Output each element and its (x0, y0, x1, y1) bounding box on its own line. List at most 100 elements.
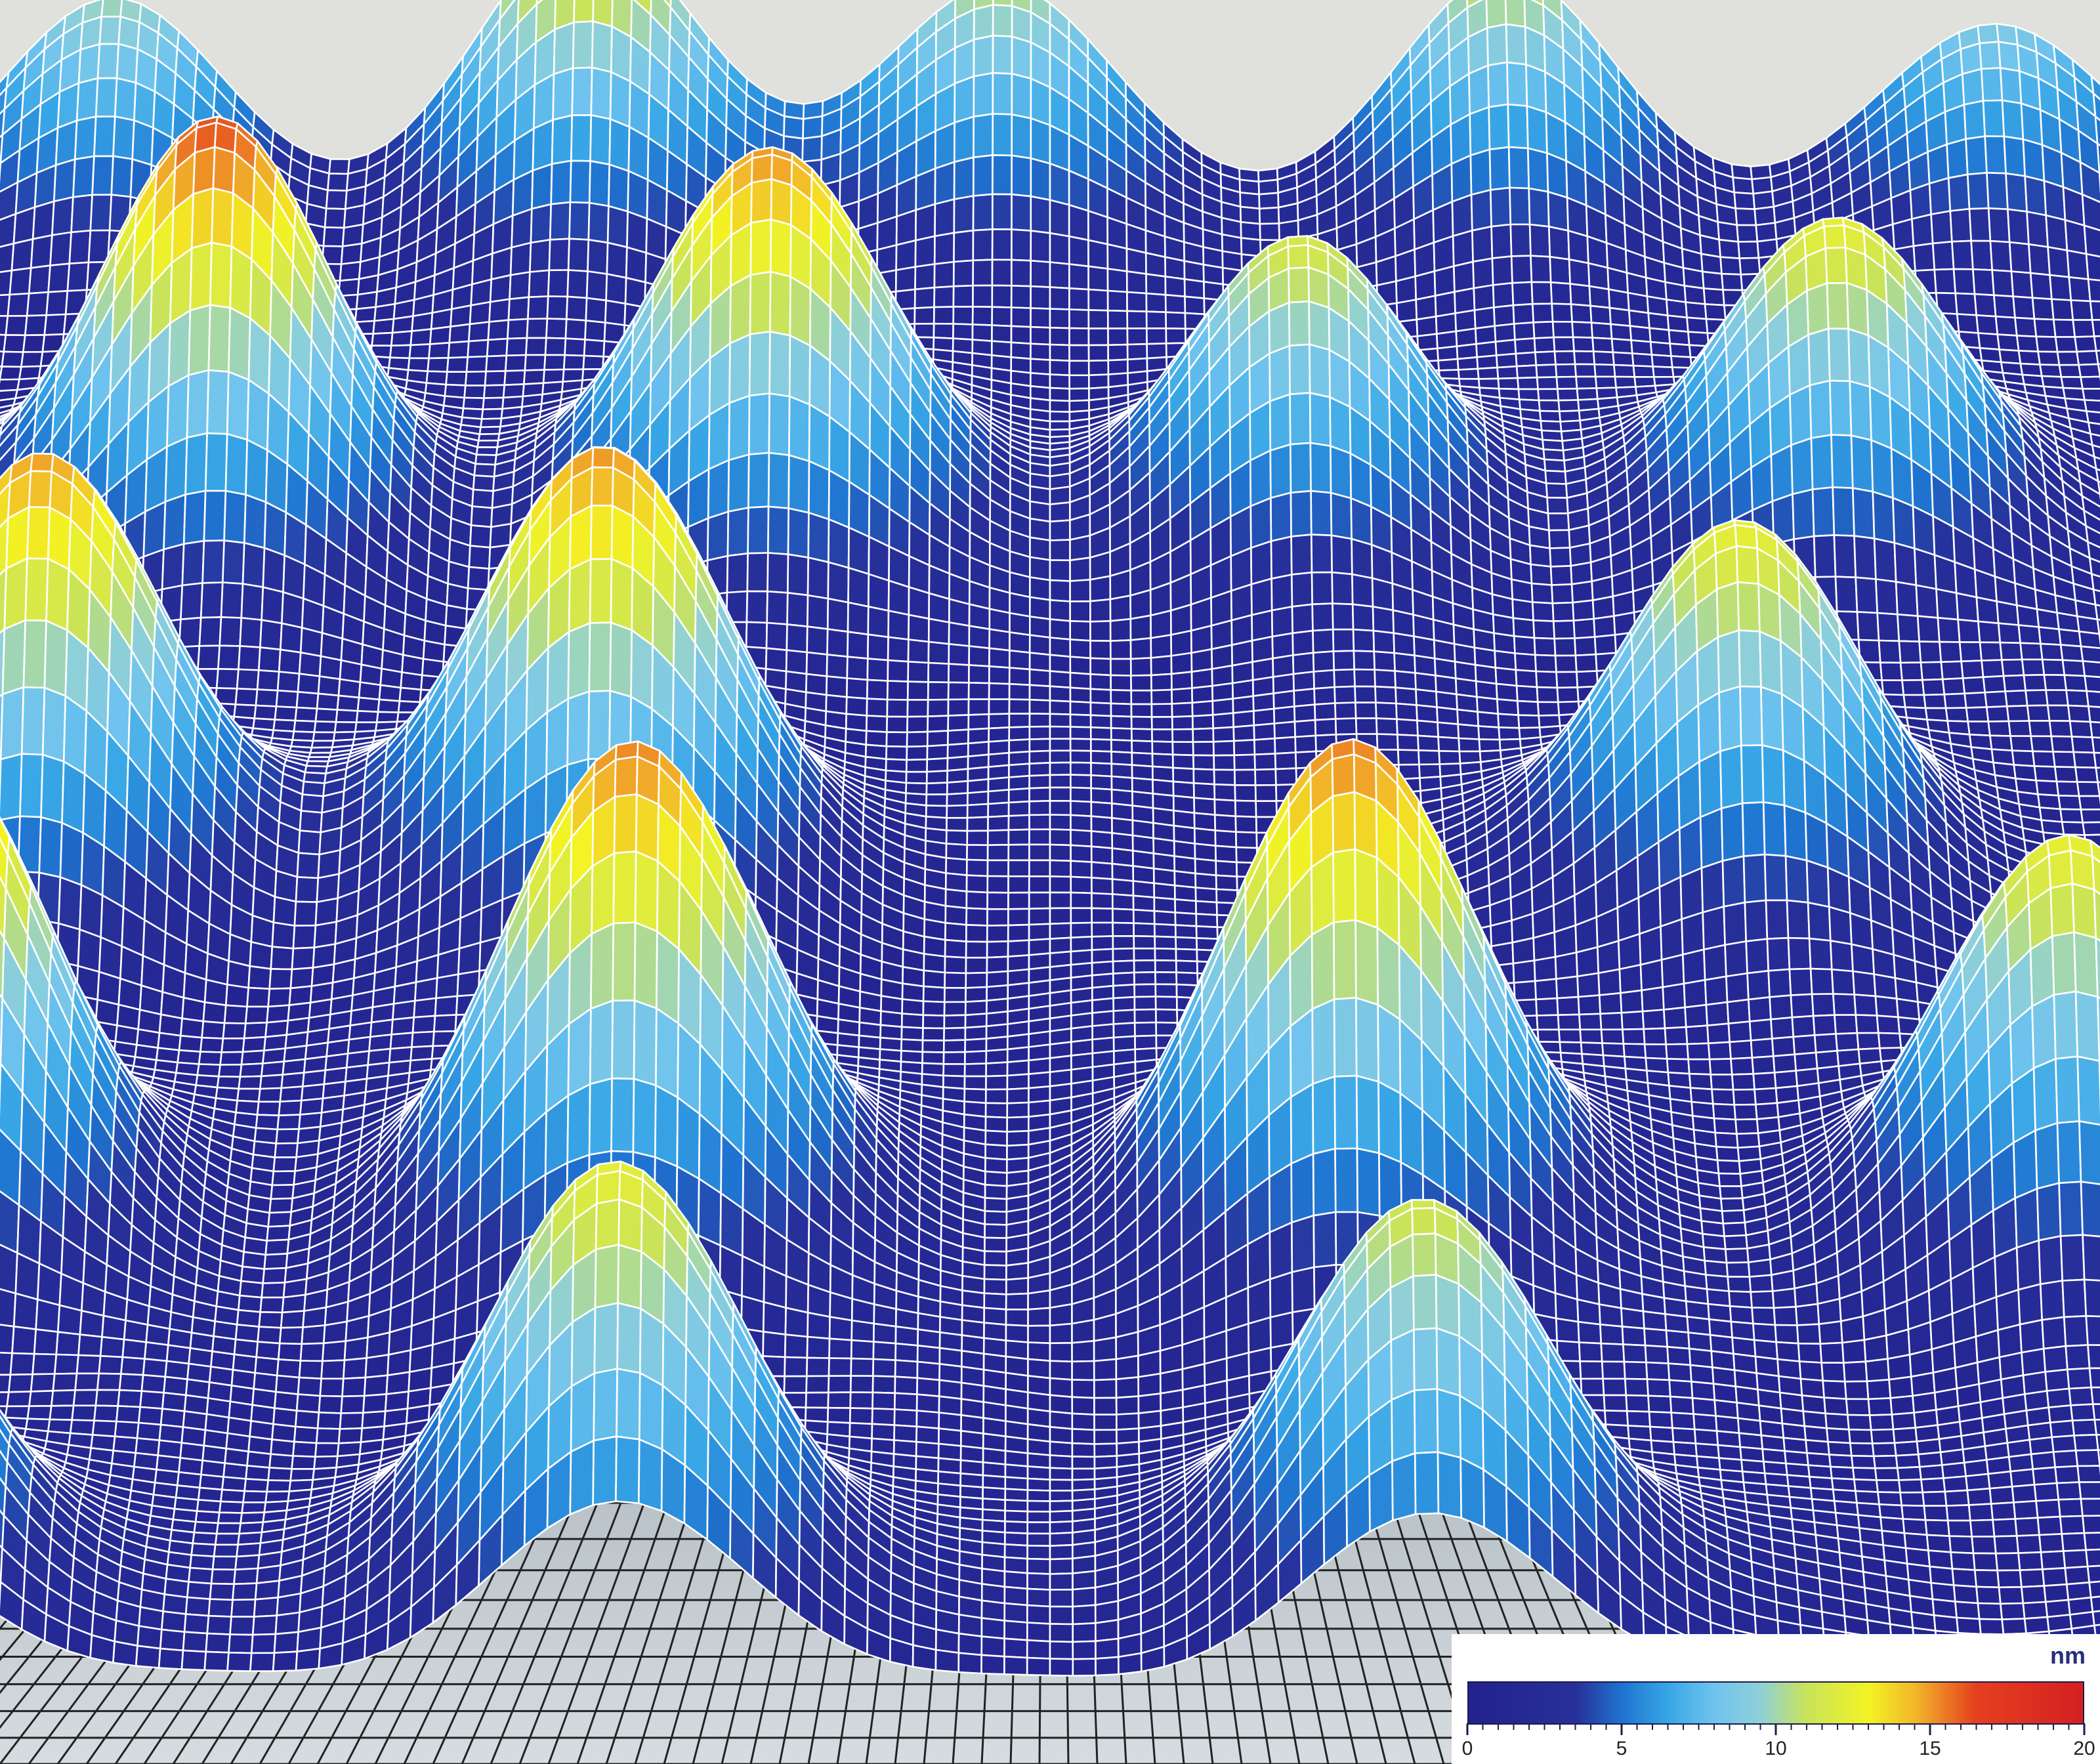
surface-mesh-cell (1880, 662, 1903, 681)
surface-mesh-cell (1028, 652, 1051, 672)
surface-mesh-cell (1989, 240, 2013, 272)
surface-mesh-cell (787, 553, 809, 597)
surface-mesh-cell (2012, 295, 2036, 320)
surface-mesh-cell (1030, 259, 1051, 288)
surface-mesh-cell (180, 582, 203, 621)
surface-mesh-cell (94, 77, 118, 117)
surface-mesh-cell (1049, 359, 1070, 377)
surface-mesh-cell (1165, 327, 1186, 345)
surface-mesh-cell (1288, 300, 1311, 347)
surface-mesh-cell (1011, 228, 1032, 262)
surface-mesh-cell (806, 625, 829, 656)
surface-mesh-cell (545, 318, 568, 340)
surface-mesh-cell (953, 156, 975, 200)
surface-mesh-cell (1962, 68, 1984, 106)
floor-grid-line (518, 1502, 622, 1764)
surface-mesh-cell (1250, 578, 1273, 616)
surface-mesh-cell (186, 369, 210, 439)
surface-mesh-cell (1107, 358, 1129, 375)
surface-mesh-cell (1545, 482, 1568, 499)
surface-mesh-cell (1532, 303, 1554, 324)
surface-mesh-cell (1351, 603, 1375, 632)
surface-mesh-cell (1415, 295, 1437, 321)
surface-mesh-cell (547, 269, 570, 298)
surface-mesh-cell (991, 259, 1013, 287)
surface-mesh-cell (1576, 670, 1599, 688)
surface-mesh-cell (1068, 360, 1090, 377)
surface-mesh-cell (528, 269, 551, 299)
surface-mesh-cell (2078, 363, 2100, 378)
surface-mesh-cell (45, 289, 69, 316)
surface-mesh-cell (372, 318, 395, 335)
surface-mesh-cell (1126, 291, 1148, 313)
surface-mesh-cell (1683, 285, 1706, 305)
surface-mesh-cell (1011, 154, 1032, 198)
surface-mesh-cell (1490, 223, 1513, 259)
surface-mesh-cell (567, 238, 590, 272)
surface-mesh-cell (1029, 556, 1051, 581)
surface-mesh-cell (973, 34, 994, 77)
surface-mesh-cell (1287, 244, 1310, 270)
surface-mesh-cell (98, 15, 121, 45)
surface-mesh-cell (972, 284, 994, 308)
surface-mesh-cell (606, 205, 629, 249)
surface-mesh-cell (476, 439, 499, 448)
surface-mesh-cell (973, 154, 994, 197)
surface-mesh-cell (201, 539, 225, 584)
surface-mesh-cell (1069, 671, 1092, 690)
surface-mesh-cell (75, 77, 99, 121)
surface-mesh-cell (1010, 341, 1032, 360)
surface-mesh-cell (766, 552, 789, 594)
surface-mesh-cell (2060, 375, 2084, 390)
surface-mesh-cell (243, 494, 267, 549)
surface-mesh-cell (927, 618, 950, 645)
surface-mesh-cell (551, 114, 574, 165)
surface-mesh-cell (1982, 99, 2006, 138)
surface-mesh-cell (1968, 207, 1992, 242)
surface-mesh-cell (1416, 333, 1438, 351)
surface-mesh-cell (988, 608, 1011, 633)
surface-mesh-cell (887, 579, 910, 616)
surface-mesh-cell (1895, 581, 1919, 618)
surface-mesh-cell (327, 173, 349, 192)
surface-mesh-cell (1593, 634, 1617, 656)
surface-mesh-cell (549, 201, 572, 241)
surface-mesh-cell (907, 660, 930, 683)
surface-mesh-cell (54, 119, 78, 166)
surface-mesh-cell (1089, 575, 1112, 602)
surface-mesh-cell (1958, 641, 1983, 663)
surface-mesh-cell (846, 677, 869, 700)
surface-mesh-cell (1719, 256, 1742, 276)
surface-mesh-cell (1595, 375, 1617, 389)
surface-mesh-cell (1914, 547, 1937, 590)
surface-mesh-cell (468, 545, 492, 570)
surface-mesh-cell (1937, 617, 1961, 643)
surface-mesh-cell (1947, 173, 1971, 212)
surface-mesh-cell (1496, 365, 1519, 380)
surface-mesh-cell (1433, 265, 1456, 297)
surface-mesh-cell (968, 645, 990, 667)
surface-mesh-cell (1290, 442, 1312, 494)
surface-mesh-cell (1487, 61, 1509, 108)
surface-mesh-cell (1998, 41, 2021, 72)
surface-mesh-cell (847, 526, 870, 576)
surface-mesh-cell (807, 556, 830, 600)
surface-mesh-cell (972, 193, 994, 232)
surface-mesh-cell (70, 194, 93, 234)
surface-mesh-cell (2093, 335, 2100, 352)
surface-mesh-cell (5, 314, 28, 337)
surface-mesh-cell (1451, 194, 1473, 238)
surface-mesh-cell (971, 305, 994, 326)
surface-mesh-cell (1555, 375, 1578, 390)
surface-mesh-cell (509, 242, 532, 276)
surface-mesh-cell (1981, 659, 2005, 679)
surface-mesh-cell (72, 155, 95, 198)
surface-mesh-cell (1928, 177, 1952, 216)
surface-mesh-cell (914, 306, 935, 325)
surface-mesh-cell (1375, 255, 1397, 287)
surface-mesh-cell (278, 648, 302, 675)
surface-mesh-cell (1434, 291, 1456, 318)
surface-mesh-cell (2080, 645, 2100, 663)
surface-mesh-cell (1846, 282, 1870, 337)
